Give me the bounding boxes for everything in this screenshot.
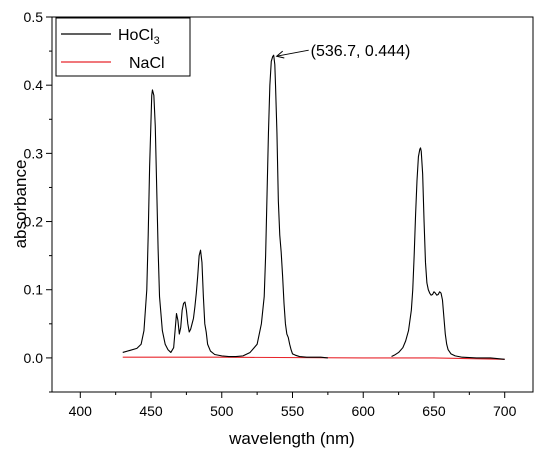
x-axis-title: wavelength (nm) — [228, 429, 355, 448]
x-tick-label: 400 — [69, 403, 93, 419]
x-tick-label: 700 — [493, 403, 517, 419]
series-line-hocl3 — [391, 147, 505, 360]
y-tick-label: 0.2 — [24, 214, 44, 230]
y-tick-label: 0.4 — [24, 77, 44, 93]
y-tick-label: 0.1 — [24, 282, 44, 298]
annotation-label: (536.7, 0.444) — [311, 43, 411, 60]
x-tick-label: 450 — [139, 403, 163, 419]
x-tick-label: 550 — [281, 403, 305, 419]
axis-ticks — [46, 16, 506, 398]
peak-annotation: (536.7, 0.444) — [275, 43, 411, 60]
x-tick-label: 650 — [422, 403, 446, 419]
series-layer — [122, 54, 505, 360]
y-tick-label: 0.3 — [24, 145, 44, 161]
y-tick-label: 0.0 — [24, 350, 44, 366]
annotation-arrow — [276, 49, 309, 57]
x-tick-label: 600 — [352, 403, 376, 419]
x-tick-label: 500 — [210, 403, 234, 419]
annotation-arrowhead — [275, 50, 285, 59]
tick-labels: 400 450 500 550 600 650 700 0.0 0.1 0.2 0.3 0.4 0.5 — [24, 9, 517, 419]
series-line-nacl — [122, 356, 505, 360]
legend-label-hocl3: HoCl3 — [118, 27, 160, 47]
legend-box — [55, 17, 191, 77]
y-tick-label: 0.5 — [24, 9, 44, 25]
series-line-hocl3 — [122, 54, 328, 359]
y-axis-title: absorbance — [11, 160, 30, 249]
legend-label-nacl: NaCl — [129, 55, 165, 72]
legend: HoCl3 NaCl — [55, 17, 191, 77]
legend-label-hocl3-subscript: 3 — [154, 35, 160, 47]
